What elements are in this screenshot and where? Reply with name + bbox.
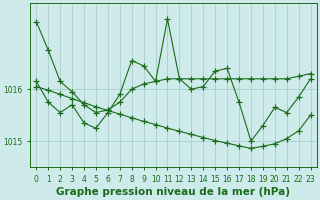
X-axis label: Graphe pression niveau de la mer (hPa): Graphe pression niveau de la mer (hPa) [56,187,291,197]
